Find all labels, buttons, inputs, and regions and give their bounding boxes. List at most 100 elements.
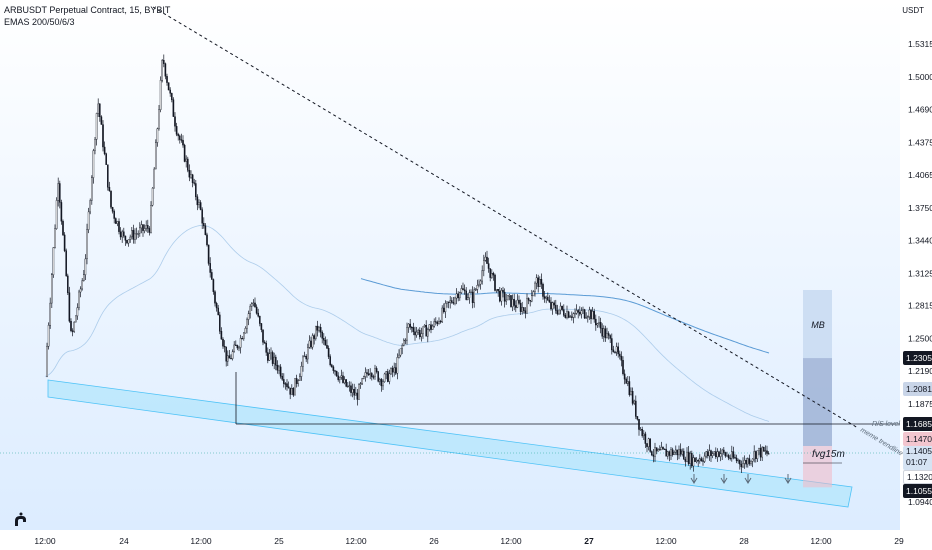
- candle-body: [118, 221, 120, 232]
- candle-body: [684, 459, 687, 462]
- candle-body: [342, 375, 344, 383]
- candle-body: [497, 289, 500, 292]
- candle-body: [539, 279, 541, 288]
- candle-body: [703, 455, 706, 462]
- price-tag-fvg: 1.1320: [903, 470, 932, 484]
- candle-body: [207, 244, 210, 264]
- candle-body: [465, 290, 468, 300]
- candle-body: [270, 352, 272, 354]
- candle-body: [585, 317, 587, 319]
- candle-body: [396, 357, 399, 374]
- candle-body: [564, 314, 567, 318]
- candle-body: [234, 344, 237, 346]
- candle-body: [262, 329, 264, 343]
- candle-body: [122, 231, 125, 237]
- candle-body: [308, 340, 311, 348]
- candle-body: [74, 315, 77, 323]
- candle-body: [678, 449, 680, 456]
- candle-body: [375, 368, 378, 372]
- time-tick-label: 27: [584, 536, 594, 546]
- candle-body: [715, 451, 717, 458]
- candle-body: [643, 433, 645, 436]
- candle-body: [315, 325, 317, 339]
- candle-body: [603, 328, 605, 337]
- candle-body: [606, 333, 608, 339]
- candle-body: [222, 339, 224, 347]
- time-tick-label: 25: [274, 536, 284, 546]
- candle-body: [307, 347, 309, 360]
- candle-body: [595, 318, 597, 326]
- candle-body: [51, 274, 53, 304]
- candle-body: [348, 385, 351, 387]
- candle-body: [700, 458, 703, 461]
- candle-body: [371, 373, 373, 377]
- candle-body: [337, 375, 340, 380]
- price-tick-label: 1.5000: [908, 72, 932, 82]
- meme-trendline[interactable]: [152, 6, 859, 429]
- price-tick-label: 1.3125: [908, 268, 932, 278]
- candle-body: [494, 274, 496, 291]
- descending-channel[interactable]: [47, 379, 853, 508]
- candle-body: [238, 347, 240, 349]
- candle-body: [49, 302, 51, 326]
- candle-body: [515, 305, 517, 308]
- candle-body: [641, 429, 643, 436]
- price-tag-rs-level: 1.1685: [903, 417, 932, 431]
- candle-body: [127, 239, 130, 244]
- candle-body: [151, 187, 154, 206]
- candle-body: [340, 375, 343, 378]
- candle-body: [647, 438, 650, 448]
- candle-body: [145, 225, 148, 229]
- candle-body: [399, 348, 402, 356]
- candle-body: [404, 339, 407, 342]
- candle-body: [206, 234, 208, 246]
- candle-body: [182, 140, 184, 146]
- price-tick-label: 1.2500: [908, 334, 932, 344]
- candle-body: [409, 323, 412, 328]
- candle-body: [500, 290, 503, 302]
- candle-body: [537, 277, 539, 287]
- candle-body: [694, 457, 696, 462]
- candle-body: [609, 335, 611, 339]
- candle-body: [495, 289, 498, 291]
- tradingview-logo-icon[interactable]: [12, 512, 30, 528]
- candle-body: [519, 303, 522, 312]
- candle-body: [729, 457, 731, 460]
- candle-body: [236, 345, 239, 349]
- candle-body: [574, 313, 576, 315]
- candle-body: [636, 416, 639, 420]
- candle-body: [654, 447, 656, 457]
- indicator-title[interactable]: EMAS 200/50/6/3: [4, 17, 75, 27]
- candle-body: [692, 457, 695, 467]
- chart-legend: ARBUSDT Perpetual Contract, 15, BYBIT EM…: [4, 4, 170, 28]
- candle-body: [731, 451, 733, 459]
- candle-body: [412, 327, 415, 332]
- candle-body: [178, 135, 181, 140]
- candle-body: [638, 419, 640, 430]
- candle-body: [143, 228, 146, 231]
- candle-body: [191, 174, 194, 183]
- candle-body: [542, 284, 544, 297]
- time-tick-label: 12:00: [500, 536, 522, 546]
- candle-body: [199, 202, 202, 210]
- candle-body: [575, 310, 578, 314]
- candle-body: [478, 284, 480, 286]
- candle-body: [447, 301, 450, 303]
- candle-body: [607, 333, 610, 336]
- channel-band[interactable]: [47, 379, 853, 508]
- candle-body: [582, 309, 584, 312]
- price-tick-label: 1.1875: [908, 399, 932, 409]
- candle-body: [407, 323, 410, 328]
- symbol-title[interactable]: ARBUSDT Perpetual Contract, 15, BYBIT: [4, 5, 171, 15]
- candle-body: [555, 304, 557, 311]
- candle-body: [87, 211, 90, 230]
- candle-body: [435, 321, 437, 323]
- candle-body: [767, 453, 770, 455]
- candle-body: [363, 376, 365, 379]
- candle-body: [403, 339, 405, 346]
- candle-body: [691, 453, 693, 467]
- price-tag-ema-upper: 1.2081: [903, 382, 932, 396]
- candle-body: [161, 60, 164, 81]
- candle-body: [545, 296, 547, 299]
